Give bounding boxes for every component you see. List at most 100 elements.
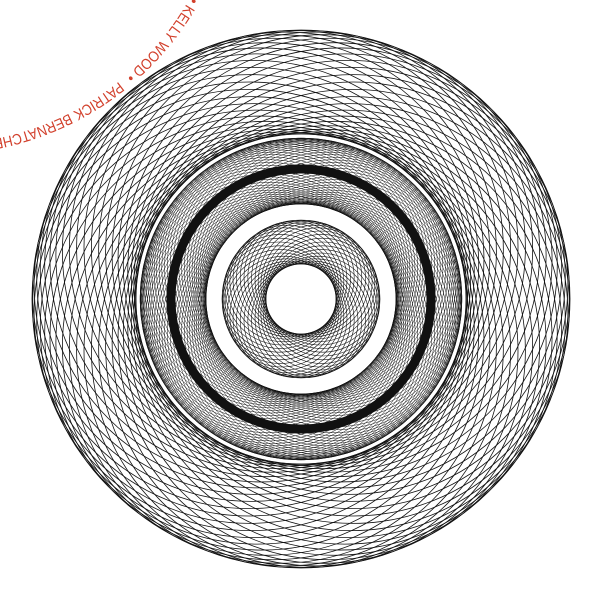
- inner-loop: [226, 227, 342, 343]
- outer-loop: [61, 128, 497, 564]
- outer-loop: [127, 109, 563, 545]
- middle-loop: [151, 145, 409, 402]
- inner-loop: [247, 220, 363, 335]
- inner-loop: [232, 260, 348, 376]
- inner-loop: [260, 255, 376, 371]
- middle-loop: [142, 156, 400, 414]
- outer-loop: [55, 37, 491, 473]
- inner-loop: [265, 245, 380, 361]
- middle-loop: [184, 139, 441, 397]
- middle-loop: [201, 154, 458, 411]
- inner-loop: [222, 245, 337, 361]
- inner-loop: [222, 237, 337, 353]
- inner-loop: [247, 263, 363, 378]
- outer-loop: [130, 103, 566, 539]
- middle-loop: [196, 147, 453, 404]
- inner-loop: [239, 220, 355, 335]
- middle-loop: [198, 149, 455, 407]
- outer-loop: [98, 31, 534, 467]
- middle-loop: [189, 142, 446, 399]
- middle-loop: [144, 187, 401, 444]
- outer-loop: [130, 59, 566, 495]
- inner-loop: [224, 252, 340, 368]
- outer-loop: [61, 34, 497, 470]
- outer-loop: [31, 81, 467, 517]
- outer-loop: [133, 66, 569, 502]
- outer-loop: [135, 89, 570, 524]
- middle-loop: [181, 138, 438, 396]
- outer-loop: [39, 109, 475, 545]
- outer-loop: [122, 47, 558, 483]
- middle-loop: [147, 149, 404, 407]
- outer-loop: [105, 128, 541, 564]
- outer-loop: [39, 53, 475, 489]
- outer-loop: [127, 53, 563, 489]
- inner-loop: [226, 255, 342, 371]
- middle-loop: [201, 187, 458, 444]
- inner-loop: [223, 234, 338, 349]
- inner-loop: [264, 234, 379, 349]
- middle-loop: [145, 189, 403, 447]
- middle-loop: [203, 159, 461, 416]
- middle-loop: [189, 199, 446, 456]
- inner-loop: [229, 224, 345, 340]
- inner-loop: [257, 258, 373, 374]
- inner-loop: [236, 262, 351, 377]
- middle-loop: [191, 143, 449, 401]
- outer-loop: [32, 74, 467, 509]
- outer-loop: [111, 37, 547, 473]
- outer-loop: [83, 29, 519, 465]
- inner-loop: [251, 221, 366, 336]
- inner-loop: [262, 252, 378, 368]
- middle-loop: [161, 139, 418, 397]
- outer-loop: [91, 133, 526, 568]
- middle-loop: [158, 200, 416, 458]
- outer-loop: [83, 133, 519, 569]
- middle-loop: [140, 162, 398, 419]
- inner-loop: [257, 224, 373, 340]
- inner-loop: [254, 222, 370, 338]
- middle-loop: [156, 142, 413, 399]
- dark-ring: [166, 164, 436, 434]
- spirograph: [31, 29, 571, 569]
- inner-loop: [254, 260, 370, 376]
- middle-loop: [204, 162, 462, 419]
- middle-loop: [198, 191, 455, 449]
- inner-loop: [232, 222, 348, 338]
- outer-loop: [135, 74, 570, 509]
- outer-loop: [105, 34, 541, 470]
- middle-loop: [153, 197, 411, 455]
- outer-loop: [44, 115, 480, 551]
- outer-loop: [135, 81, 571, 517]
- inner-loop: [224, 230, 340, 346]
- outer-loop: [91, 30, 526, 465]
- outer-loop: [68, 31, 504, 467]
- outer-loop: [32, 89, 467, 524]
- inner-loop: [239, 263, 355, 378]
- inner-loop: [229, 258, 345, 374]
- middle-loop: [151, 196, 409, 453]
- middle-loop: [186, 140, 444, 398]
- outer-loop: [33, 96, 469, 532]
- outer-loop: [117, 42, 553, 478]
- middle-loop: [199, 151, 457, 409]
- inner-loop: [265, 237, 380, 353]
- middle-loop: [145, 151, 403, 409]
- outer-loop: [111, 125, 547, 561]
- middle-loop: [144, 154, 401, 411]
- outer-loop: [55, 125, 491, 561]
- middle-loop: [153, 143, 411, 401]
- inner-loop: [260, 227, 376, 343]
- middle-loop: [193, 145, 451, 402]
- inner-loop: [262, 230, 378, 346]
- separator: •: [183, 0, 204, 11]
- outer-loop: [36, 59, 472, 495]
- middle-loop: [193, 196, 451, 453]
- middle-loop: [147, 191, 404, 449]
- middle-loop: [202, 156, 460, 414]
- middle-loop: [156, 199, 413, 456]
- middle-loop: [199, 189, 457, 447]
- outer-loop: [36, 103, 472, 539]
- middle-loop: [191, 197, 449, 455]
